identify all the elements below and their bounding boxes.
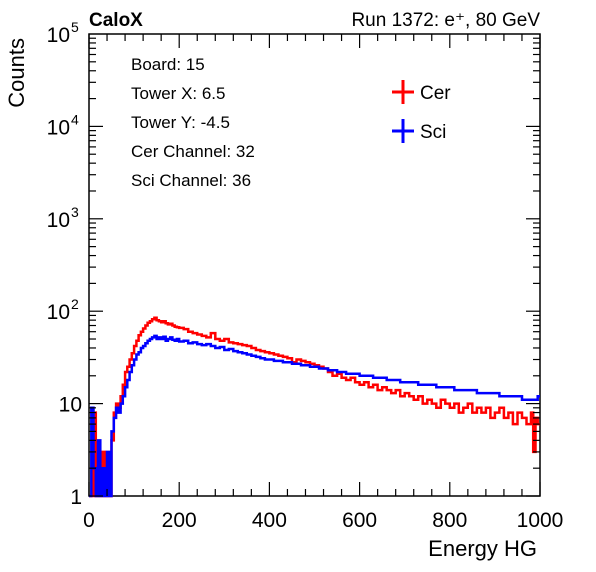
y-tick-label-exponent: 4 bbox=[71, 111, 79, 127]
y-tick-label: 1 bbox=[70, 486, 82, 509]
info-tower-y: Tower Y: -4.5 bbox=[131, 113, 230, 132]
info-sci-channel: Sci Channel: 36 bbox=[131, 171, 251, 190]
y-tick-label: 10 bbox=[47, 116, 70, 139]
series-line-sci bbox=[89, 334, 540, 498]
x-tick-label: 600 bbox=[342, 509, 377, 532]
x-tick-label: 800 bbox=[432, 509, 467, 532]
y-tick-label: 10 bbox=[47, 209, 70, 232]
x-axis-title: Energy HG bbox=[428, 536, 537, 561]
y-tick-label-exponent: 2 bbox=[71, 296, 79, 312]
info-board: Board: 15 bbox=[131, 55, 205, 74]
y-tick-label: 10 bbox=[47, 301, 70, 324]
series-layer bbox=[89, 316, 540, 498]
x-tick-label: 0 bbox=[83, 509, 95, 532]
legend-label-cer: Cer bbox=[420, 83, 451, 104]
y-tick-label-exponent: 5 bbox=[71, 19, 79, 35]
series-line-cer bbox=[89, 316, 540, 498]
x-tick-label: 1000 bbox=[517, 509, 564, 532]
y-tick-label: 10 bbox=[59, 394, 82, 417]
tick-layer bbox=[88, 34, 541, 497]
y-axis-title: Counts bbox=[4, 38, 29, 108]
legend-marker-cer bbox=[392, 80, 414, 104]
x-tick-label: 200 bbox=[162, 509, 197, 532]
experiment-label: CaloX bbox=[89, 10, 143, 31]
run-info-label: Run 1372: e⁺, 80 GeV bbox=[351, 10, 540, 31]
legend: Cer Sci bbox=[392, 80, 451, 143]
y-tick-label-exponent: 3 bbox=[71, 204, 79, 220]
info-tower-x: Tower X: 6.5 bbox=[131, 84, 226, 103]
legend-marker-sci bbox=[392, 119, 414, 143]
y-tick-label: 10 bbox=[47, 24, 70, 47]
x-tick-label: 400 bbox=[252, 509, 287, 532]
x-tick-labels: 0 200 400 600 800 1000 bbox=[83, 509, 563, 532]
legend-label-sci: Sci bbox=[420, 122, 446, 143]
plot-frame bbox=[88, 33, 541, 497]
info-cer-channel: Cer Channel: 32 bbox=[131, 142, 255, 161]
